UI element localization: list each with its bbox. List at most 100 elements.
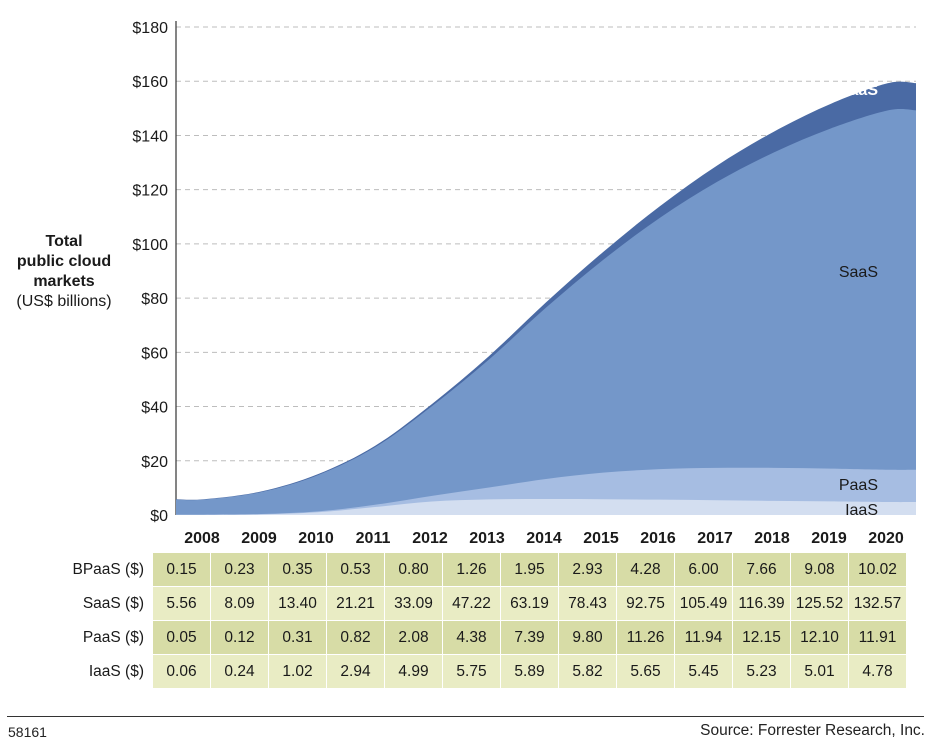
- table-cell: 5.82: [558, 654, 617, 689]
- table-cell: 0.35: [268, 552, 327, 587]
- y-tick-label: $20: [141, 454, 168, 471]
- data-table: BPaaS ($) 0.15 0.23 0.35 0.53 0.80 1.26 1.95 2.9…: [44, 552, 907, 689]
- table-cell: 63.19: [500, 586, 559, 621]
- table-row: PaaS ($) 0.05 0.12 0.31 0.82 2.08 4.38 7.39 9.80…: [44, 620, 907, 655]
- table-cell: 5.23: [732, 654, 791, 689]
- x-tick-label: 2013: [469, 530, 505, 547]
- table-cell: 11.91: [848, 620, 907, 655]
- table-row-label: PaaS ($): [44, 620, 153, 655]
- y-tick-label: $80: [141, 291, 168, 308]
- table-row: SaaS ($) 5.56 8.09 13.40 21.21 33.09 47.22 63.1…: [44, 586, 907, 621]
- table-cell: 5.75: [442, 654, 501, 689]
- table-cell: 11.94: [674, 620, 733, 655]
- series-label-bpaas: BPaaS: [827, 82, 878, 99]
- table-cell: 0.05: [152, 620, 211, 655]
- y-axis-title-line: Total: [45, 233, 83, 250]
- table-row-label: BPaaS ($): [44, 552, 153, 587]
- figure-id: 58161: [8, 724, 47, 740]
- x-tick-label: 2017: [697, 530, 733, 547]
- y-tick-label: $0: [150, 508, 168, 525]
- x-tick-label: 2009: [241, 530, 277, 547]
- table-cell: 21.21: [326, 586, 385, 621]
- table-cell: 5.56: [152, 586, 211, 621]
- table-cell: 2.93: [558, 552, 617, 587]
- series-label-paas: PaaS: [839, 477, 878, 494]
- table-cell: 132.57: [848, 586, 907, 621]
- table-cell: 5.45: [674, 654, 733, 689]
- y-tick-label: $140: [132, 128, 168, 145]
- table-cell: 0.31: [268, 620, 327, 655]
- table-cell: 7.66: [732, 552, 791, 587]
- table-cell: 6.00: [674, 552, 733, 587]
- x-tick-label: 2020: [868, 530, 904, 547]
- x-tick-label: 2015: [583, 530, 619, 547]
- source-credit: Source: Forrester Research, Inc.: [700, 722, 925, 739]
- table-cell: 0.80: [384, 552, 443, 587]
- x-tick-label: 2019: [811, 530, 847, 547]
- table-cell: 78.43: [558, 586, 617, 621]
- table-cell: 2.94: [326, 654, 385, 689]
- table-cell: 9.08: [790, 552, 849, 587]
- table-cell: 1.26: [442, 552, 501, 587]
- table-cell: 92.75: [616, 586, 675, 621]
- y-axis-ticks: $0 $20 $40 $60 $80 $100 $120 $140 $160 $180: [132, 20, 168, 525]
- table-cell: 0.06: [152, 654, 211, 689]
- table-row: BPaaS ($) 0.15 0.23 0.35 0.53 0.80 1.26 1.95 2.9…: [44, 552, 907, 587]
- y-tick-label: $120: [132, 183, 168, 200]
- table-cell: 13.40: [268, 586, 327, 621]
- table-cell: 47.22: [442, 586, 501, 621]
- table-cell: 105.49: [674, 586, 733, 621]
- area-series-group: [176, 81, 916, 515]
- table-cell: 4.78: [848, 654, 907, 689]
- x-tick-label: 2014: [526, 530, 562, 547]
- table-cell: 5.01: [790, 654, 849, 689]
- y-axis-title: Total public cloud markets (US$ billions…: [6, 232, 122, 312]
- table-cell: 0.12: [210, 620, 269, 655]
- series-labels: IaaS PaaS SaaS BPaaS: [827, 82, 878, 519]
- table-cell: 5.65: [616, 654, 675, 689]
- table-cell: 0.53: [326, 552, 385, 587]
- area-saas: [176, 109, 916, 515]
- series-label-saas: SaaS: [839, 264, 878, 281]
- table-cell: 7.39: [500, 620, 559, 655]
- table-cell: 5.89: [500, 654, 559, 689]
- x-axis-ticks: 2008 2009 2010 2011 2012 2013 2014 2015 2016 2017…: [184, 530, 904, 547]
- table-row: IaaS ($) 0.06 0.24 1.02 2.94 4.99 5.75 5.89 5.82…: [44, 654, 907, 689]
- table-cell: 2.08: [384, 620, 443, 655]
- x-tick-label: 2011: [356, 530, 391, 547]
- table-row-label: IaaS ($): [44, 654, 153, 689]
- y-axis-unit: (US$ billions): [16, 293, 112, 310]
- y-axis-title-line: markets: [33, 273, 95, 290]
- table-cell: 9.80: [558, 620, 617, 655]
- table-cell: 4.38: [442, 620, 501, 655]
- table-cell: 0.23: [210, 552, 269, 587]
- table-cell: 8.09: [210, 586, 269, 621]
- table-cell: 11.26: [616, 620, 675, 655]
- table-cell: 0.82: [326, 620, 385, 655]
- table-cell: 1.02: [268, 654, 327, 689]
- y-tick-label: $60: [141, 345, 168, 362]
- table-cell: 4.99: [384, 654, 443, 689]
- table-cell: 1.95: [500, 552, 559, 587]
- table-cell: 4.28: [616, 552, 675, 587]
- footer-divider: [7, 716, 924, 717]
- table-cell: 33.09: [384, 586, 443, 621]
- table-row-label: SaaS ($): [44, 586, 153, 621]
- x-tick-label: 2018: [754, 530, 790, 547]
- y-tick-label: $160: [132, 74, 168, 91]
- table-cell: 12.15: [732, 620, 791, 655]
- y-tick-label: $100: [132, 237, 168, 254]
- table-cell: 116.39: [732, 586, 791, 621]
- y-tick-label: $40: [141, 400, 168, 417]
- table-cell: 125.52: [790, 586, 849, 621]
- series-label-iaas: IaaS: [845, 502, 878, 519]
- x-tick-label: 2010: [298, 530, 334, 547]
- x-tick-label: 2012: [412, 530, 448, 547]
- x-tick-label: 2008: [184, 530, 220, 547]
- y-axis-title-line: public cloud: [16, 253, 112, 270]
- area-iaas: [176, 499, 916, 515]
- table-cell: 0.15: [152, 552, 211, 587]
- x-tick-label: 2016: [640, 530, 676, 547]
- table-cell: 10.02: [848, 552, 907, 587]
